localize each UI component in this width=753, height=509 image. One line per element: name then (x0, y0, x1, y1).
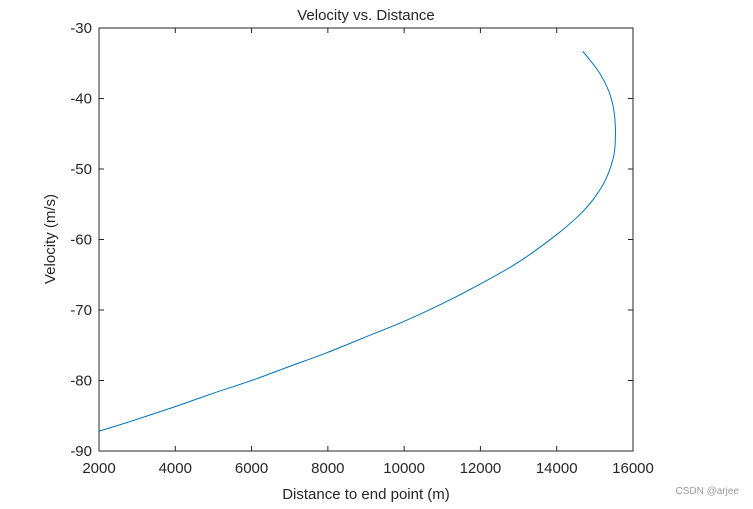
y-tick-label: -70 (70, 302, 92, 319)
y-tick-label: -40 (70, 91, 92, 108)
y-tick-label: -80 (70, 373, 92, 390)
axes (98, 27, 634, 452)
chart-title: Velocity vs. Distance (297, 7, 435, 24)
watermark-text: CSDN @arjee (675, 486, 739, 497)
y-tick-label: -60 (70, 232, 92, 249)
x-tick-label: 6000 (235, 460, 268, 477)
x-tick-label: 14000 (536, 460, 578, 477)
x-tick-label: 16000 (612, 460, 654, 477)
series-line-velocity (98, 50, 616, 432)
x-tick-labels: 2000 4000 6000 8000 10000 12000 14000 16000 (82, 460, 654, 477)
y-tick-label: -50 (70, 161, 92, 178)
x-tick-label: 12000 (460, 460, 502, 477)
y-axis-label: Velocity (m/s) (42, 194, 59, 284)
x-axis-label: Distance to end point (m) (282, 486, 450, 503)
plot-box (98, 27, 634, 452)
x-tick-label: 4000 (159, 460, 192, 477)
series-layer (98, 50, 616, 432)
x-tick-label: 2000 (82, 460, 115, 477)
x-tick-label: 8000 (311, 460, 344, 477)
y-tick-labels: -90 -80 -70 -60 -50 -40 -30 (70, 20, 92, 460)
y-tick-label: -90 (70, 443, 92, 460)
x-tick-label: 10000 (383, 460, 425, 477)
tick-marks (98, 27, 634, 452)
y-tick-label: -30 (70, 20, 92, 37)
